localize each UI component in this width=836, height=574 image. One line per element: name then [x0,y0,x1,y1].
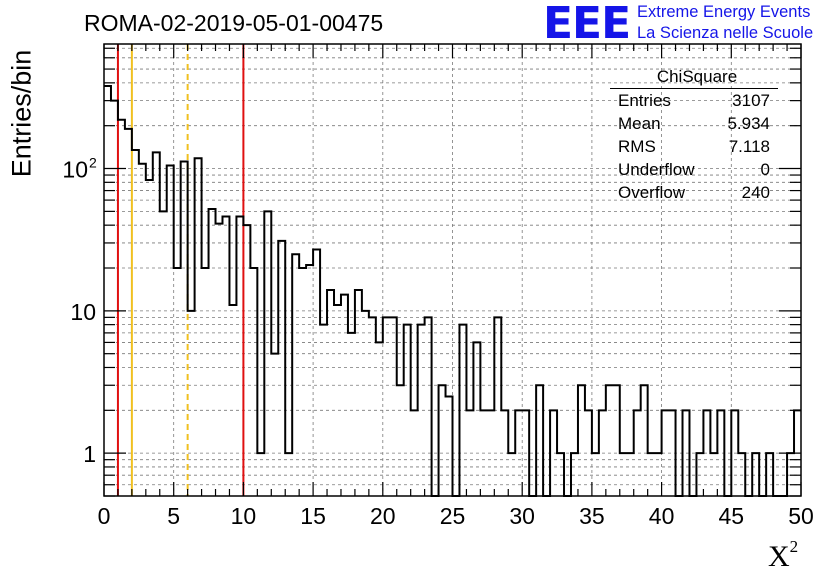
x-tick-label: 10 [231,503,257,529]
y-tick-label-exponent: 2 [89,155,97,171]
threshold-lines [116,44,245,496]
logo-subtitle-line2: La Scienza nelle Scuole [637,24,814,42]
stat-row-entries: Entries 3107 [610,89,778,112]
stat-row-mean: Mean 5.934 [610,112,778,135]
stat-value: 240 [741,183,770,202]
stat-label: Overflow [618,183,686,202]
x-axis-label-superscript: 2 [789,537,799,556]
x-tick-label: 20 [370,503,396,529]
x-tick-labels: 0 5 10 15 20 25 30 35 40 45 50 [98,503,814,529]
x-tick-label: 5 [167,503,180,529]
y-axis-label: Entries/bin [6,49,37,178]
x-tick-label: 50 [788,503,814,529]
x-tick-label: 0 [98,503,111,529]
x-tick-label: 35 [579,503,605,529]
stat-row-rms: RMS 7.118 [610,135,778,158]
stats-box-title: ChiSquare [610,67,778,89]
histogram-bars [104,85,801,497]
x-tick-label: 30 [509,503,535,529]
stat-value: 5.934 [727,114,770,133]
stat-label: Underflow [618,160,695,179]
stat-row-overflow: Overflow 240 [610,181,778,204]
x-axis-label: X2 [768,537,798,574]
stats-box: ChiSquare Entries 3107 Mean 5.934 RMS 7.… [610,67,778,204]
x-tick-label: 45 [719,503,745,529]
x-tick-label: 25 [440,503,466,529]
grid-layer [104,44,801,497]
eee-logo: EEE [543,0,631,49]
stat-label: Entries [618,91,671,110]
y-tick-label: 10 [62,157,88,183]
stat-value: 0 [760,160,770,179]
x-tick-label: 15 [300,503,326,529]
stat-row-underflow: Underflow 0 [610,158,778,181]
stat-value: 3107 [732,91,770,110]
axis-ticks [103,44,802,497]
stat-label: Mean [618,114,661,133]
chart-title: ROMA-02-2019-05-01-00475 [84,10,384,36]
x-axis-label-text: X [768,540,790,573]
stat-label: RMS [618,137,656,156]
histogram-outline [104,85,801,497]
logo-subtitle-line1: Extreme Energy Events [637,3,811,21]
y-tick-label: 10 [70,299,96,325]
y-tick-label: 1 [83,441,96,467]
x-tick-label: 40 [649,503,675,529]
stat-value: 7.118 [728,137,770,156]
